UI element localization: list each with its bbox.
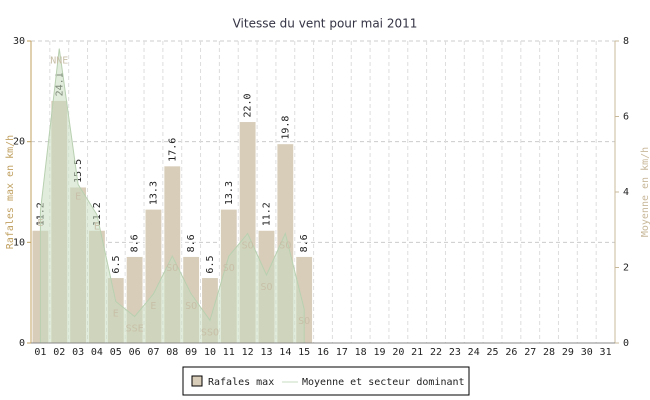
- value-label: 11.2: [92, 202, 103, 226]
- value-label: 8.6: [186, 234, 197, 252]
- x-tick-label: 11: [223, 347, 235, 358]
- y-tick-label: 30: [13, 36, 25, 47]
- y2-tick-label: 4: [623, 187, 629, 198]
- sector-label: SO: [166, 263, 178, 274]
- sector-label: E: [150, 301, 156, 312]
- x-tick-label: 27: [524, 347, 536, 358]
- x-tick-label: 12: [242, 347, 254, 358]
- y-tick-label: 10: [13, 237, 25, 248]
- x-tick-label: 04: [91, 347, 103, 358]
- x-tick-label: 14: [279, 347, 291, 358]
- value-label: 17.6: [167, 138, 178, 162]
- sector-label: NNE: [50, 56, 68, 67]
- legend-label: Rafales max: [208, 377, 274, 388]
- x-tick-label: 02: [53, 347, 65, 358]
- x-tick-label: 16: [317, 347, 329, 358]
- x-tick-label: 31: [600, 347, 612, 358]
- value-label: 8.6: [299, 234, 310, 252]
- sector-label: E: [75, 191, 81, 202]
- y2-tick-label: 0: [623, 338, 629, 349]
- value-label: 6.5: [205, 256, 216, 274]
- value-label: 13.3: [148, 181, 159, 205]
- x-tick-label: 19: [373, 347, 385, 358]
- y-axis-label: Rafales max en km/h: [5, 135, 16, 249]
- sector-label: SO: [242, 241, 254, 252]
- x-tick-label: 28: [543, 347, 555, 358]
- value-label: 15.5: [73, 159, 84, 183]
- x-tick-label: 22: [430, 347, 442, 358]
- chart-title: Vitesse du vent pour mai 2011: [233, 17, 418, 31]
- value-label: 19.8: [280, 116, 291, 140]
- x-tick-label: 25: [487, 347, 499, 358]
- value-label: 13.3: [224, 181, 235, 205]
- x-tick-label: 21: [411, 347, 423, 358]
- y2-tick-label: 6: [623, 112, 629, 123]
- x-tick-label: 29: [562, 347, 574, 358]
- x-tick-label: 15: [298, 347, 310, 358]
- x-tick-label: 18: [355, 347, 367, 358]
- x-tick-label: 13: [260, 347, 272, 358]
- y2-axis-label: Moyenne en km/h: [640, 147, 650, 237]
- x-tick-label: 26: [505, 347, 517, 358]
- sector-label: SO: [223, 263, 235, 274]
- x-tick-label: 03: [72, 347, 84, 358]
- sector-label: E: [113, 308, 119, 319]
- sector-label: SSE: [126, 324, 144, 335]
- value-label: 8.6: [130, 234, 141, 252]
- x-tick-label: 08: [166, 347, 178, 358]
- x-tick-label: 30: [581, 347, 593, 358]
- value-label: 11.2: [261, 202, 272, 226]
- x-tick-label: 07: [147, 347, 159, 358]
- sector-label: SSO: [201, 327, 219, 338]
- sector-label: E: [37, 218, 43, 229]
- x-tick-label: 05: [110, 347, 122, 358]
- x-tick-label: 01: [34, 347, 46, 358]
- legend-box: [182, 366, 470, 396]
- area: [39, 48, 305, 344]
- y-tick-label: 0: [19, 338, 25, 349]
- x-tick-label: 10: [204, 347, 216, 358]
- sector-label: SO: [260, 282, 272, 293]
- x-tick-label: 06: [129, 347, 141, 358]
- x-tick-label: 17: [336, 347, 348, 358]
- legend-swatch: [191, 375, 203, 387]
- value-label: 22.0: [243, 93, 254, 117]
- sector-label: SO: [298, 316, 310, 327]
- sector-label: SO: [279, 241, 291, 252]
- y2-tick-label: 8: [623, 36, 629, 47]
- sector-label: SO: [185, 301, 197, 312]
- value-label: 6.5: [111, 256, 122, 274]
- x-tick-label: 23: [449, 347, 461, 358]
- x-tick-label: 24: [468, 347, 480, 358]
- y-tick-label: 20: [13, 137, 25, 148]
- x-tick-label: 09: [185, 347, 197, 358]
- y2-tick-label: 2: [623, 263, 629, 274]
- x-tick-label: 20: [392, 347, 404, 358]
- sector-label: E: [94, 222, 100, 233]
- legend-label: Moyenne et secteur dominant: [302, 377, 465, 388]
